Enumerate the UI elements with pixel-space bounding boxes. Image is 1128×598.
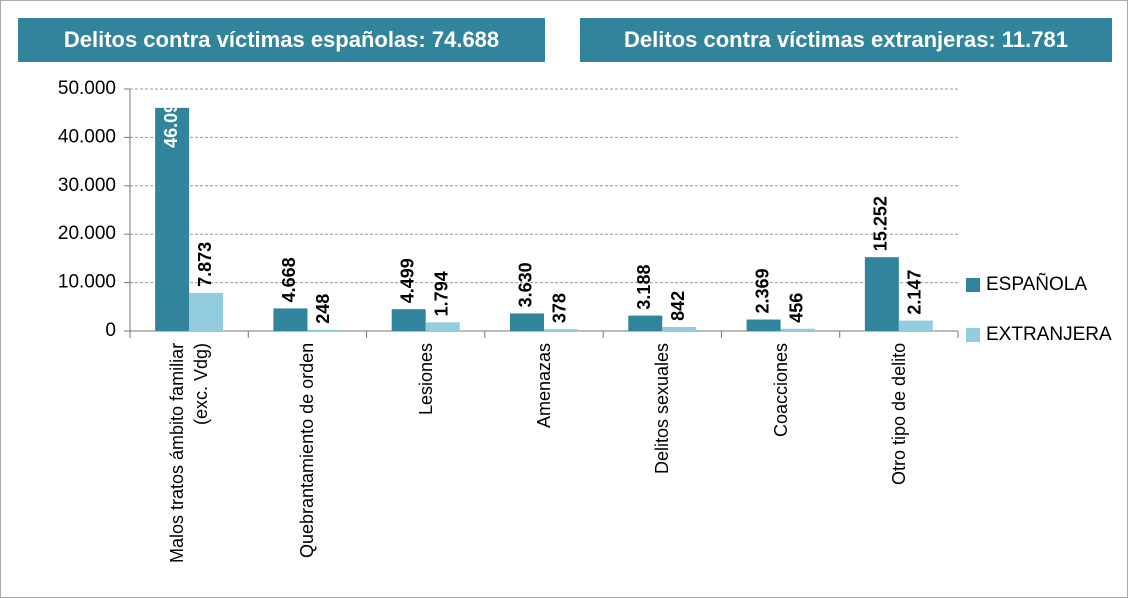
header-title: Delitos contra víctimas extranjeras: 11.… — [624, 27, 1068, 52]
y-tick-label: 10.000 — [58, 272, 116, 293]
bar — [746, 319, 781, 331]
data-label: 15.252 — [871, 196, 891, 251]
data-label: 2.147 — [905, 270, 925, 315]
y-tick-label: 20.000 — [58, 223, 116, 244]
bar — [510, 313, 544, 331]
bar — [155, 107, 190, 332]
x-tick-label: Otro tipo de delito — [888, 343, 909, 486]
bar — [425, 322, 460, 331]
x-tick-label: Coacciones — [770, 343, 791, 438]
legend-swatch — [966, 328, 980, 342]
x-tick-label: Delitos sexuales — [652, 343, 673, 475]
x-tick-label: Amenazas — [534, 343, 554, 429]
bar — [628, 315, 663, 331]
bar — [391, 309, 426, 331]
x-tick-label: Malos tratos ámbito familiar (exc. Vdg) — [167, 343, 212, 564]
y-tick-label: 40.000 — [58, 126, 116, 147]
data-label: 2.369 — [752, 268, 772, 313]
legend-swatch — [966, 278, 980, 292]
bar — [898, 320, 933, 331]
data-label: 378 — [550, 293, 570, 323]
bar — [307, 329, 342, 331]
data-label: 4.499 — [397, 258, 417, 303]
data-label: 842 — [668, 291, 688, 321]
bar — [662, 326, 697, 331]
legend-label: EXTRANJERA — [986, 324, 1112, 345]
bar — [273, 308, 308, 331]
header-box — [18, 18, 545, 62]
bar — [544, 329, 578, 331]
y-tick-label: 0 — [105, 320, 116, 341]
data-label: 46.099 — [161, 93, 181, 148]
bar — [780, 328, 815, 331]
data-label: 1.794 — [431, 271, 451, 316]
x-tick-label: Lesiones — [415, 343, 436, 416]
data-label: 4.668 — [279, 257, 299, 302]
data-label: 456 — [786, 293, 806, 323]
y-tick-label: 50.000 — [58, 78, 116, 99]
bar — [189, 292, 224, 331]
data-label: 3.630 — [516, 262, 536, 307]
data-label: 248 — [313, 294, 333, 324]
data-label: 3.188 — [634, 265, 654, 310]
header-box — [580, 18, 1112, 62]
header-title: Delitos contra víctimas españolas: 74.68… — [64, 27, 499, 52]
bar — [864, 257, 899, 331]
data-label: 7.873 — [195, 242, 215, 287]
legend-label: ESPAÑOLA — [986, 273, 1087, 295]
y-tick-label: 30.000 — [58, 175, 116, 196]
x-tick-label: Quebrantamiento de orden — [297, 343, 318, 559]
